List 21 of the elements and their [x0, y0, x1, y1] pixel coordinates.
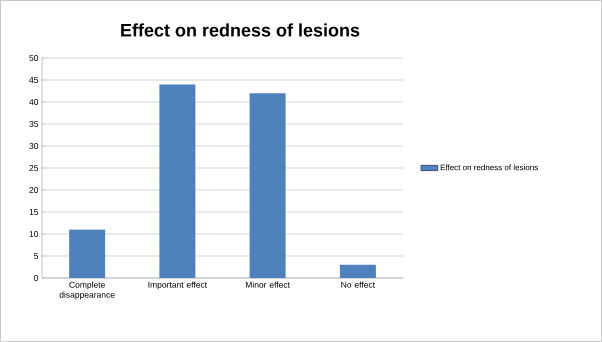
bar — [159, 84, 196, 278]
x-tick-label: Minor effect — [246, 282, 290, 288]
y-tick-label: 45 — [29, 77, 38, 83]
y-tick-label: 10 — [30, 230, 38, 237]
y-tick-label: 5 — [34, 253, 38, 259]
bar — [340, 264, 376, 278]
y-tick-label: 40 — [29, 98, 38, 105]
y-tick-label: 25 — [29, 164, 38, 171]
y-tick-label: 20 — [29, 186, 38, 193]
x-tick-label: Complete disappearance — [60, 282, 115, 300]
y-tick-label: 0 — [34, 274, 38, 281]
legend-label: Effect on redness of lesions — [440, 164, 538, 170]
y-tick-label: 50 — [29, 54, 38, 62]
chart-title: Effect on redness of lesions — [121, 23, 360, 37]
bar — [250, 93, 286, 278]
y-tick-label: 35 — [29, 120, 38, 127]
y-tick-label: 30 — [29, 142, 38, 149]
x-tick-label: Important effect — [148, 282, 208, 290]
bar — [69, 230, 106, 278]
y-tick-label: 15 — [30, 209, 38, 215]
x-tick-label: No effect — [341, 282, 375, 288]
